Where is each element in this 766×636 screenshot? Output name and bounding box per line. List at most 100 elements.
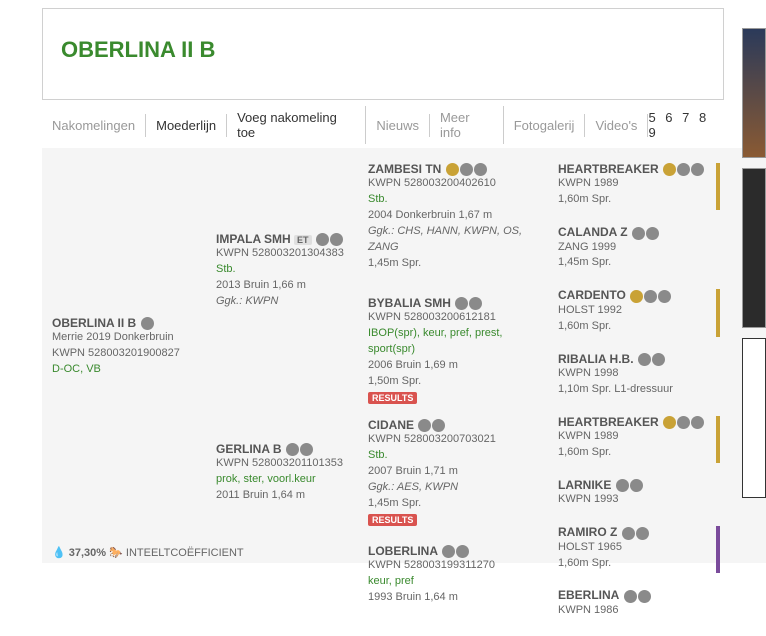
tree-icon[interactable]: [418, 419, 431, 432]
ggp-block[interactable]: CARDENTO HOLST 19921,60m Spr.: [558, 285, 718, 340]
edit-icon[interactable]: [691, 163, 704, 176]
tab-nieuws[interactable]: Nieuws: [366, 114, 430, 137]
horse-name: ZAMBESI TN: [368, 162, 441, 176]
horse-sport: 1,10m Spr. L1-dressuur: [558, 382, 718, 398]
tab-bar: Nakomelingen Moederlijn Voeg nakomeling …: [42, 106, 724, 144]
ad-banner-3[interactable]: [742, 338, 766, 498]
horse-detail: Merrie 2019 Donkerbruin: [52, 330, 200, 346]
horse-stb: Stb.: [368, 448, 542, 464]
inbreed-label: INTEELTCOËFFICIENT: [126, 547, 244, 559]
ad-column: [742, 28, 766, 508]
et-badge: ET: [294, 235, 312, 245]
ggp-block[interactable]: LARNIKE KWPN 1993: [558, 475, 718, 514]
horse-stb: Stb.: [216, 262, 352, 278]
tab-voeg-nakomeling[interactable]: Voeg nakomeling toe: [227, 106, 366, 144]
horse-reg: KWPN 528003200612181: [368, 310, 542, 326]
horse-stb: Stb.: [368, 192, 542, 208]
horse-reg: KWPN 528003201900827: [52, 346, 200, 362]
ggp-block[interactable]: CALANDA Z ZANG 19991,45m Spr.: [558, 222, 718, 277]
subject-horse[interactable]: OBERLINA II B Merrie 2019 Donkerbruin KW…: [52, 316, 200, 378]
ad-banner-2[interactable]: [742, 168, 766, 328]
star-icon: [446, 163, 459, 176]
horse-pred: IBOP(spr), keur, pref, prest, sport(spr): [368, 326, 542, 358]
inbreeding-footer: 💧 37,30% 🐎 INTEELTCOËFFICIENT: [52, 546, 244, 559]
edit-icon[interactable]: [636, 527, 649, 540]
horse-name: EBERLINA: [558, 588, 619, 602]
ggp-block[interactable]: RIBALIA H.B. KWPN 19981,10m Spr. L1-dres…: [558, 349, 718, 404]
grandsire2-block[interactable]: CIDANE KWPN 528003200703021 Stb. 2007 Br…: [368, 418, 542, 526]
quality-bar: [716, 163, 720, 210]
ad-banner-1[interactable]: [742, 28, 766, 158]
grandsire-block[interactable]: ZAMBESI TN KWPN 528003200402610 Stb. 200…: [368, 162, 542, 272]
quality-bar: [716, 289, 720, 336]
edit-icon[interactable]: [630, 479, 643, 492]
tree-icon[interactable]: [286, 443, 299, 456]
edit-icon[interactable]: [300, 443, 313, 456]
star-icon: [663, 163, 676, 176]
star-icon: [630, 290, 643, 303]
tab-moederlijn[interactable]: Moederlijn: [146, 114, 227, 137]
horse-ggk: Ggk.: CHS, HANN, KWPN, OS, ZANG: [368, 224, 542, 256]
horse-reg: KWPN 528003201101353: [216, 456, 352, 472]
sire-block[interactable]: IMPALA SMH ET KWPN 528003201304383 Stb. …: [216, 232, 352, 310]
ggp-block[interactable]: HEARTBREAKER KWPN 19891,60m Spr.: [558, 412, 718, 467]
tree-icon[interactable]: [677, 416, 690, 429]
edit-icon[interactable]: [141, 317, 154, 330]
results-badge[interactable]: RESULTS: [368, 514, 417, 526]
quality-bar: [716, 526, 720, 573]
horse-detail: KWPN 1998: [558, 366, 718, 382]
tree-icon[interactable]: [638, 353, 651, 366]
star-icon: [663, 416, 676, 429]
horse-pred: keur, pref: [368, 574, 542, 590]
tree-icon[interactable]: [616, 479, 629, 492]
inbreed-pct: 37,30%: [69, 547, 106, 559]
horse-detail: KWPN 1989: [558, 176, 718, 192]
horse-name: RAMIRO Z: [558, 525, 617, 539]
tree-icon[interactable]: [442, 545, 455, 558]
edit-icon[interactable]: [456, 545, 469, 558]
edit-icon[interactable]: [474, 163, 487, 176]
edit-icon[interactable]: [646, 227, 659, 240]
results-badge[interactable]: RESULTS: [368, 392, 417, 404]
edit-icon[interactable]: [691, 416, 704, 429]
tab-videos[interactable]: Video's: [585, 114, 648, 137]
edit-icon[interactable]: [658, 290, 671, 303]
horse-pred: D-OC, VB: [52, 362, 200, 378]
tab-meer-info[interactable]: Meer info: [430, 106, 504, 144]
horse-detail: 2013 Bruin 1,66 m: [216, 278, 352, 294]
tree-icon[interactable]: [624, 590, 637, 603]
ggp-block[interactable]: HEARTBREAKER KWPN 19891,60m Spr.: [558, 159, 718, 214]
tree-icon[interactable]: [316, 233, 329, 246]
tab-fotogalerij[interactable]: Fotogalerij: [504, 114, 586, 137]
tab-nakomelingen[interactable]: Nakomelingen: [42, 114, 146, 137]
granddam-block[interactable]: BYBALIA SMH KWPN 528003200612181 IBOP(sp…: [368, 296, 542, 404]
dam-block[interactable]: GERLINA B KWPN 528003201101353 prok, ste…: [216, 442, 352, 504]
horse-name: OBERLINA II B: [52, 316, 136, 330]
edit-icon[interactable]: [330, 233, 343, 246]
horse-name: LOBERLINA: [368, 544, 438, 558]
horse-name: RIBALIA H.B.: [558, 352, 634, 366]
tree-icon[interactable]: [455, 297, 468, 310]
edit-icon[interactable]: [652, 353, 665, 366]
edit-icon[interactable]: [469, 297, 482, 310]
horse-reg: KWPN 528003201304383: [216, 246, 352, 262]
horse-detail: KWPN 1993: [558, 492, 718, 508]
edit-icon[interactable]: [432, 419, 445, 432]
tree-icon[interactable]: [632, 227, 645, 240]
horse-detail: 2007 Bruin 1,71 m: [368, 464, 542, 480]
tree-icon[interactable]: [622, 527, 635, 540]
header-panel: OBERLINA II B: [42, 8, 724, 100]
tree-icon[interactable]: [677, 163, 690, 176]
granddam2-block[interactable]: LOBERLINA KWPN 528003199311270 keur, pre…: [368, 544, 542, 606]
horse-sport: 1,45m Spr.: [368, 256, 542, 272]
tree-icon[interactable]: [460, 163, 473, 176]
edit-icon[interactable]: [638, 590, 651, 603]
horse-name: BYBALIA SMH: [368, 296, 451, 310]
horse-pred: prok, ster, voorl.keur: [216, 472, 352, 488]
horse-name: HEARTBREAKER: [558, 162, 659, 176]
ggp-block[interactable]: EBERLINA KWPN 1986: [558, 585, 718, 624]
page-numbers[interactable]: 5 6 7 8 9: [648, 110, 724, 140]
tree-icon[interactable]: [644, 290, 657, 303]
horse-sport: 1,50m Spr.: [368, 374, 542, 390]
ggp-block[interactable]: RAMIRO Z HOLST 19651,60m Spr.: [558, 522, 718, 577]
